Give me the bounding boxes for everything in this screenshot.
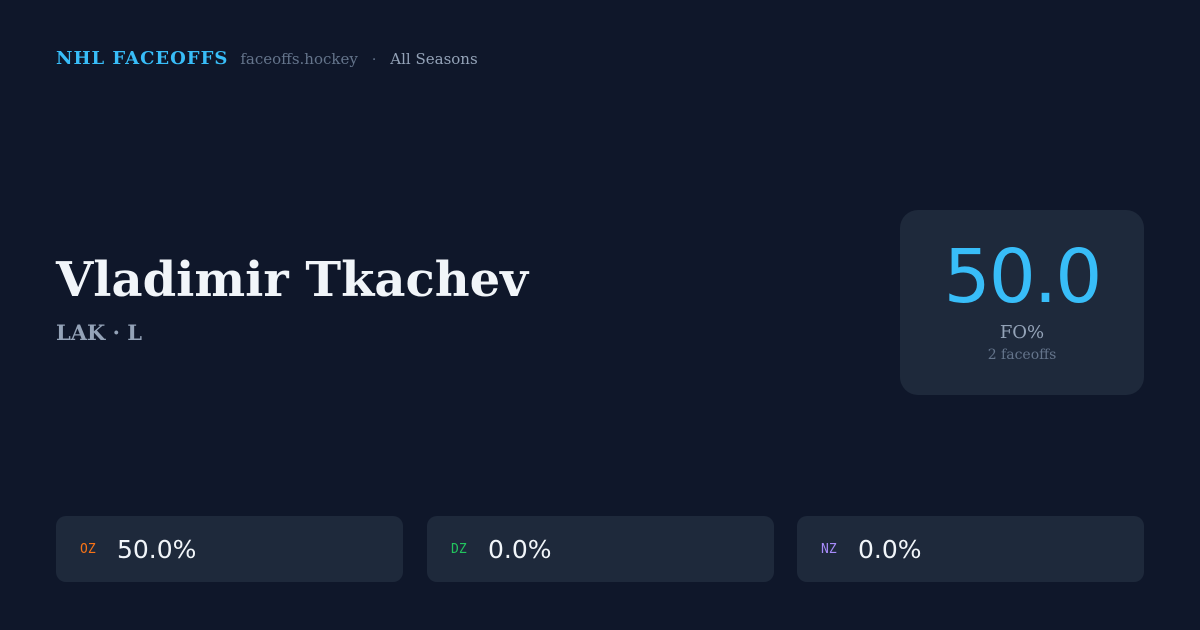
zone-value: 0.0% [858, 534, 922, 564]
zone-value: 0.0% [488, 534, 552, 564]
zone-key: DZ [451, 541, 467, 557]
season-label: All Seasons [390, 50, 478, 68]
header: NHL FACEOFFS faceoffs.hockey · All Seaso… [56, 48, 478, 69]
player-name: Vladimir Tkachev [56, 252, 529, 308]
fo-percentage-label: FO% [999, 322, 1045, 343]
separator: · [371, 52, 377, 68]
zone-value: 50.0% [117, 534, 197, 564]
zone-key: OZ [80, 541, 96, 557]
brand-logo[interactable]: NHL FACEOFFS [56, 48, 229, 69]
fo-percentage-value: 50.0 [943, 234, 1103, 320]
fo-percentage-card: 50.0 FO% 2 faceoffs [900, 210, 1144, 395]
zone-card-dz: DZ 0.0% [427, 516, 774, 582]
site-name: faceoffs.hockey [240, 50, 358, 68]
faceoff-count: 2 faceoffs [987, 347, 1057, 363]
zone-card-nz: NZ 0.0% [797, 516, 1144, 582]
zone-key: NZ [821, 541, 837, 557]
zone-card-oz: OZ 50.0% [56, 516, 403, 582]
player-meta: LAK · L [56, 320, 143, 345]
